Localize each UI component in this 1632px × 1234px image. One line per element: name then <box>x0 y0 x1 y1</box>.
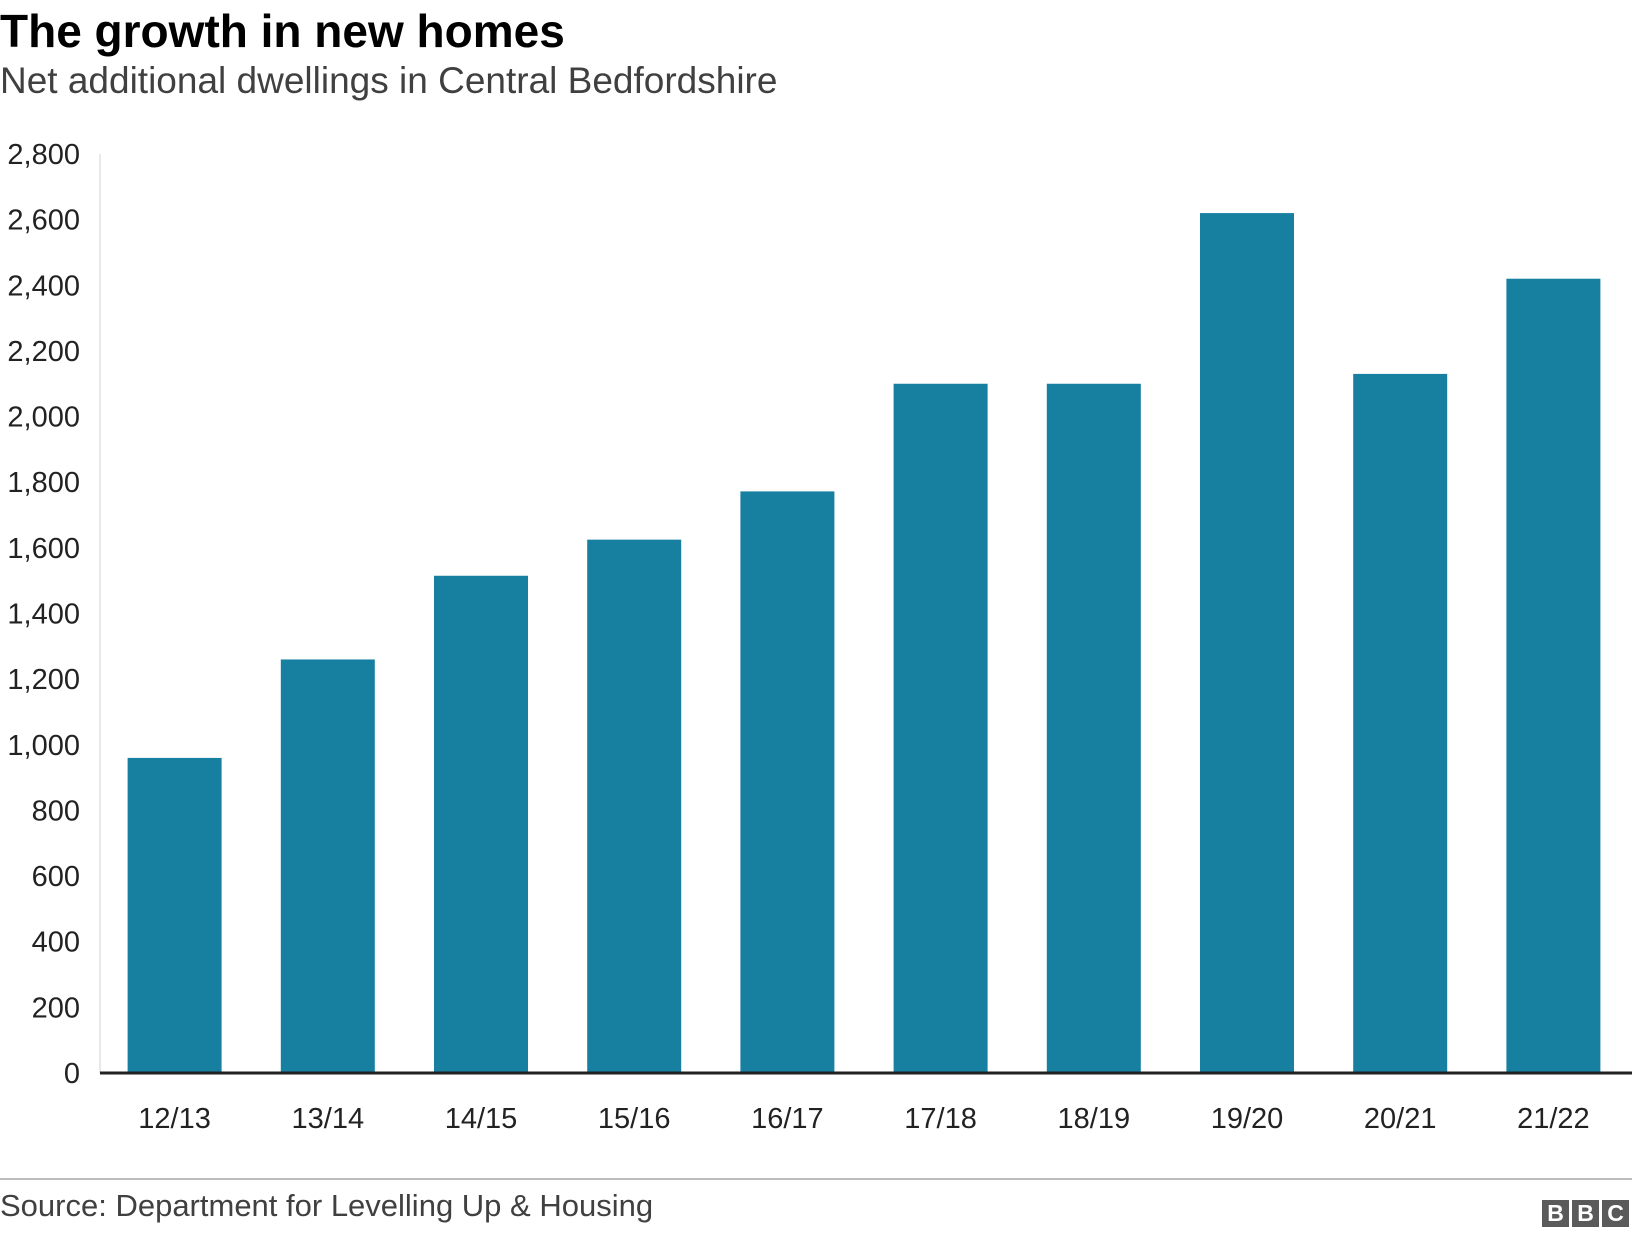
x-tick-label: 14/15 <box>445 1103 518 1135</box>
bar-15-16 <box>587 539 682 1073</box>
y-tick-label: 2,400 <box>7 270 80 302</box>
x-tick-label: 15/16 <box>598 1103 671 1135</box>
bars <box>127 213 1601 1074</box>
bar-12-13 <box>127 757 222 1073</box>
x-tick-label: 16/17 <box>751 1103 824 1135</box>
source-note: Source: Department for Levelling Up & Ho… <box>0 1188 654 1223</box>
bar-21-22 <box>1506 278 1601 1073</box>
bar-13-14 <box>280 659 375 1073</box>
logo-letter-b2: B <box>1572 1200 1599 1227</box>
x-tick-label: 20/21 <box>1364 1103 1437 1135</box>
y-tick-label: 200 <box>32 992 80 1024</box>
y-tick-label: 2,600 <box>7 205 80 237</box>
y-tick-label: 1,400 <box>7 599 80 631</box>
bar-20-21 <box>1353 373 1448 1073</box>
bar-chart: 0 200 400 600 800 1,000 1,200 1,400 1,600 1,800 2,… <box>7 139 1632 1135</box>
y-tick-label: 1,800 <box>7 467 80 499</box>
bar-18-19 <box>1046 383 1141 1073</box>
x-tick-label: 13/14 <box>292 1103 365 1135</box>
chart-title: The growth in new homes <box>0 5 565 57</box>
x-tick-label: 12/13 <box>138 1103 211 1135</box>
x-tick-label: 19/20 <box>1211 1103 1284 1135</box>
y-tick-label: 2,200 <box>7 336 80 368</box>
x-tick-label: 17/18 <box>904 1103 977 1135</box>
bbc-logo: B B C <box>1542 1200 1629 1227</box>
y-tick-label: 1,000 <box>7 730 80 762</box>
y-tick-label: 2,000 <box>7 402 80 434</box>
logo-letter-b1: B <box>1542 1200 1569 1227</box>
bar-14-15 <box>434 575 528 1073</box>
footer-divider <box>0 1178 1632 1180</box>
y-tick-label: 1,200 <box>7 664 80 696</box>
x-tick-label: 21/22 <box>1517 1103 1590 1135</box>
y-tick-label: 0 <box>64 1058 80 1090</box>
y-tick-label: 2,800 <box>7 139 80 171</box>
y-tick-label: 600 <box>32 861 80 893</box>
y-tick-label: 1,600 <box>7 533 80 565</box>
y-tick-label: 800 <box>32 795 80 827</box>
bar-16-17 <box>740 491 835 1073</box>
chart-subtitle: Net additional dwellings in Central Bedf… <box>0 60 778 101</box>
y-tick-label: 400 <box>32 927 80 959</box>
bar-17-18 <box>893 383 988 1073</box>
x-tick-label: 18/19 <box>1058 1103 1131 1135</box>
y-axis: 0 200 400 600 800 1,000 1,200 1,400 1,600 1,800 2,… <box>7 139 101 1090</box>
bar-19-20 <box>1200 213 1294 1074</box>
logo-letter-c: C <box>1602 1200 1629 1227</box>
x-axis: 12/13 13/14 14/15 15/16 16/17 17/18 18/19 19/20… <box>100 1071 1632 1135</box>
